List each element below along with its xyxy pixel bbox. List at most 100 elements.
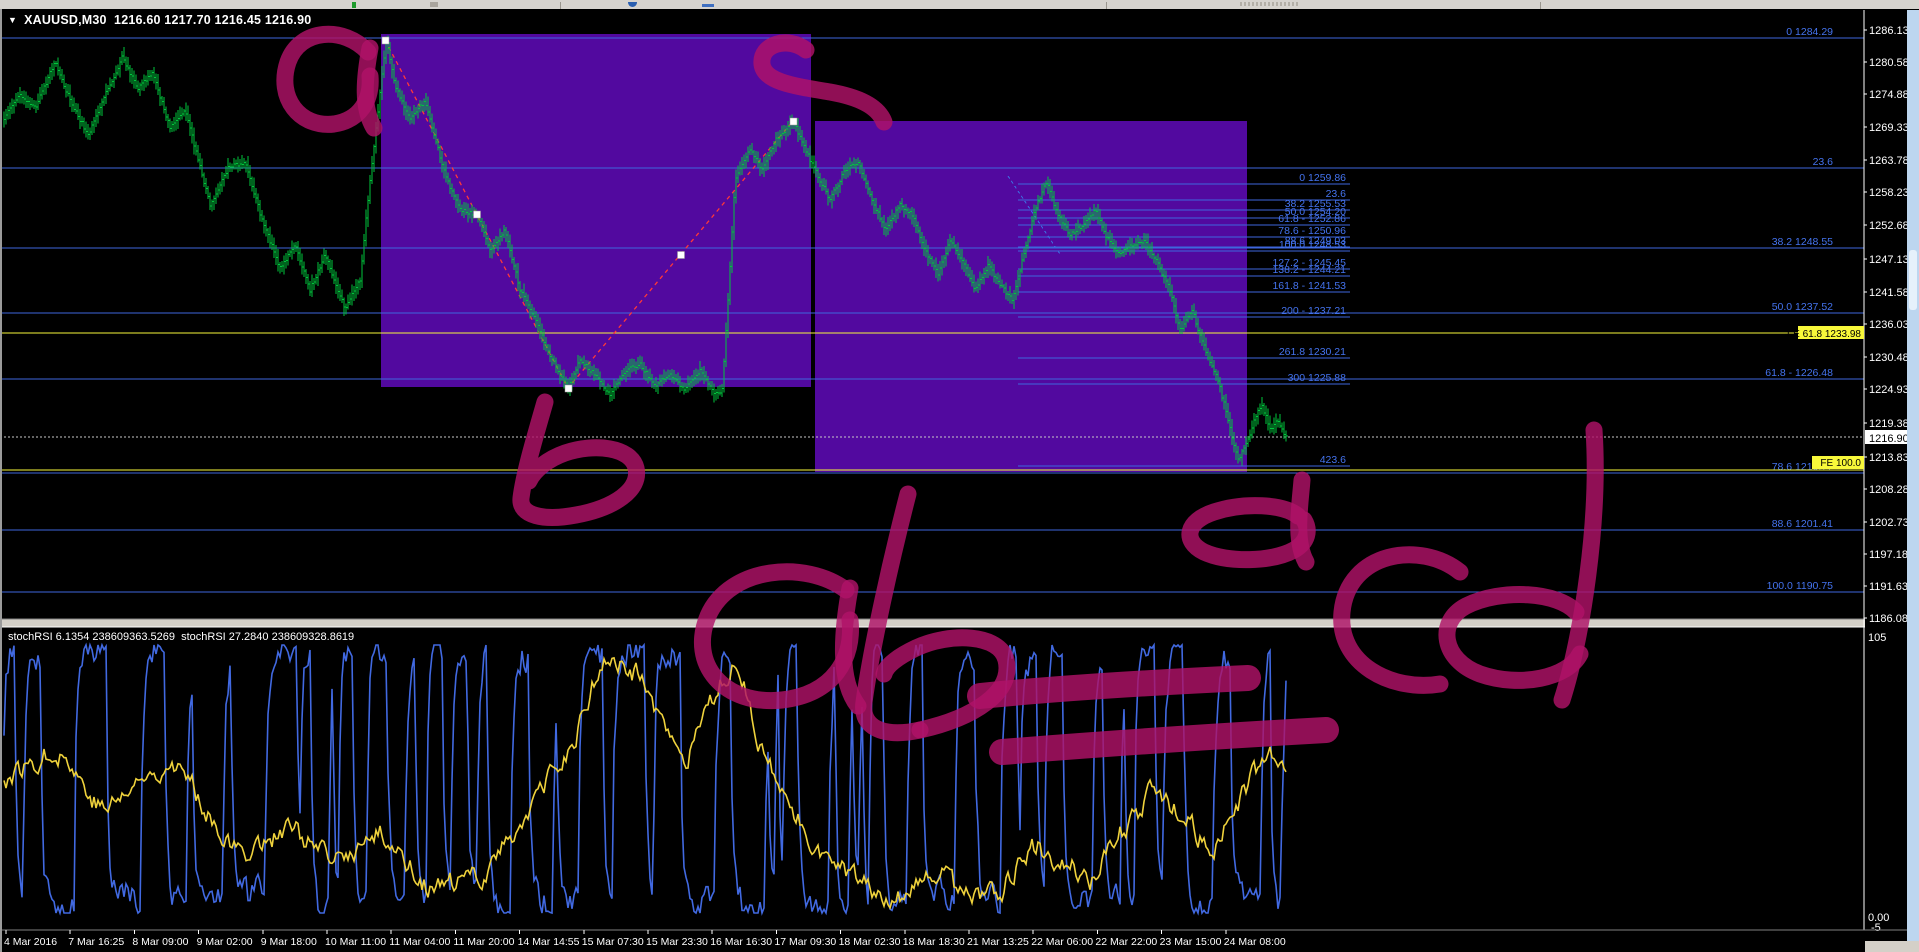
fib-label: 23.6 [1813,156,1834,168]
fib-chip-label: FE 100.0 [1820,458,1861,469]
price-axis-tick: 1208.28 [1869,484,1909,496]
fib-label: 78.6 - 1250.96 [1278,225,1346,237]
time-axis-tick: 17 Mar 09:30 [774,936,836,948]
highlight-rectangle-1[interactable] [381,34,811,387]
zigzag-handle[interactable] [473,210,481,219]
time-axis-tick: 16 Mar 16:30 [710,936,772,948]
fib-label: 38.2 1255.53 [1285,198,1346,210]
fib-label: 127.2 - 1245.45 [1272,257,1346,269]
fib-label: 88.6 1249.03 [1285,235,1346,247]
time-axis-tick: 14 Mar 14:55 [518,936,580,948]
annotation-letter-c [753,34,893,131]
price-axis-tick: 1280.58 [1869,57,1909,69]
time-axis-tick: 11 Mar 04:00 [389,936,450,948]
fib-label: 38.2 1248.55 [1772,236,1833,248]
highlight-rectangle-2[interactable] [815,121,1247,472]
fib-label: 423.6 [1320,454,1346,466]
fib-label: 161.8 - 1241.53 [1272,280,1346,292]
fib-label: 50.0 1254.20 [1285,206,1346,218]
toolbar-separator [560,2,561,9]
chart-symbol-period: XAUUSD,M30 [24,13,107,27]
fib-expansion-yellow[interactable] [0,332,1864,471]
stochrsi-blue-line [3,642,1287,916]
time-axis-tick: 24 Mar 08:00 [1224,936,1286,948]
fib-retracement-main[interactable]: 0 1284.29 23.6 38.2 1248.55 50.0 1237.52 61.… [0,26,1864,593]
current-price-value: 1216.90 [1869,433,1909,445]
time-axis: 4 Mar 2016 7 Mar 16:25 8 Mar 09:00 9 Mar 02… [4,930,1286,948]
toolbar-icon-fragment [1240,2,1300,6]
fib-label: 50.0 1237.52 [1772,301,1833,313]
time-axis-tick: 9 Mar 02:00 [197,936,253,948]
price-axis-tick: 1286.13 [1869,25,1909,37]
price-axis-panel [1865,10,1908,943]
zigzag-handle[interactable] [677,251,685,259]
price-axis-tick: 1263.78 [1869,155,1909,167]
toolbar-icon-fragment [430,2,438,7]
time-axis-tick: 22 Mar 22:00 [1095,936,1157,948]
price-axis-tick: 1197.18 [1869,549,1908,561]
toolbar-separator [1540,2,1541,9]
pane-divider[interactable] [0,619,1907,627]
fib-diagonal [1007,175,1061,255]
fib-label: 23.6 [1326,188,1347,200]
time-axis-tick: 10 Mar 11:00 [325,936,386,948]
price-axis-tick: 1258.23 [1869,187,1909,199]
annotation-equals [989,717,1339,765]
time-axis-tick: 4 Mar 2016 [4,936,57,948]
price-axis-tick: 1191.63 [1869,581,1908,593]
price-axis-tick: 1274.88 [1869,89,1909,101]
zigzag-handle[interactable] [789,117,798,126]
price-axis-tick: 1224.93 [1869,384,1909,396]
price-series [3,35,1288,466]
time-axis-tick: 21 Mar 13:25 [967,936,1029,948]
zigzag-handle[interactable] [381,36,390,45]
indicator-scale-bottom: -5 [1871,922,1881,934]
annotation-letter-d [1290,471,1315,571]
time-axis-tick: 22 Mar 06:00 [1031,936,1093,948]
time-axis-tick: 18 Mar 02:30 [839,936,901,948]
annotation-ab [694,563,859,710]
fib-label: 0 1259.86 [1299,172,1346,184]
price-axis-tick: 1236.03 [1869,319,1909,331]
price-axis-tick: 1230.48 [1869,352,1909,364]
fib-label: 0 1284.29 [1786,26,1833,38]
toolbar-icon-fragment [702,4,714,7]
time-axis-tick: 8 Mar 09:00 [132,936,188,948]
window-left-edge [0,9,2,952]
price-axis-tick: 1269.33 [1869,122,1909,134]
dropdown-icon[interactable]: ▼ [8,15,18,25]
indicator-scale-top: 105 [1868,632,1886,644]
time-axis-tick: 9 Mar 18:00 [261,936,317,948]
time-axis-tick: 18 Mar 18:30 [903,936,965,948]
toolbar-icon-fragment [352,2,356,8]
toolbar-separator [1106,2,1107,9]
zigzag-handle[interactable] [564,384,573,393]
annotation-letter-a [356,39,383,137]
toolbar-icon-fragment [628,2,637,7]
hand-drawn-annotations [276,25,1604,765]
indicator-scale-zero: 0.00 [1868,912,1889,924]
annotation-ab [855,485,929,742]
time-axis-tick: 23 Mar 15:00 [1160,936,1222,948]
stochrsi-indicator [3,642,1287,916]
price-axis-tick: 1241.58 [1869,287,1909,299]
chart-title-bar[interactable]: ▼ XAUUSD,M30 1216.60 1217.70 1216.45 1216… [8,13,311,27]
fib-label: 61.8 - 1252.86 [1278,213,1346,225]
fib-label: 138.2 - 1244.21 [1272,264,1346,276]
time-axis-tick: 15 Mar 23:30 [646,936,708,948]
scrollbar-thumb[interactable] [1909,250,1917,310]
time-axis-tick: 15 Mar 07:30 [582,936,644,948]
time-axis-tick: 11 Mar 20:00 [453,936,514,948]
fib-chip [1798,326,1864,339]
window-scrollbar[interactable] [1907,10,1919,943]
stochrsi-yellow-line [3,655,1287,910]
window-corner [1865,941,1919,952]
fib-chip [1812,456,1864,469]
price-axis-tick: 1213.83 [1869,452,1909,464]
price-axis: 1286.13 1280.58 1274.88 1269.33 1263.78 1258.… [1864,25,1909,625]
fib-label: 100.0 1190.75 [1767,580,1834,592]
chart-canvas: 0 1284.29 23.6 38.2 1248.55 50.0 1237.52 61.… [0,9,1919,952]
annotation-equals [967,665,1261,709]
fib-label: 61.8 - 1226.48 [1765,367,1833,379]
